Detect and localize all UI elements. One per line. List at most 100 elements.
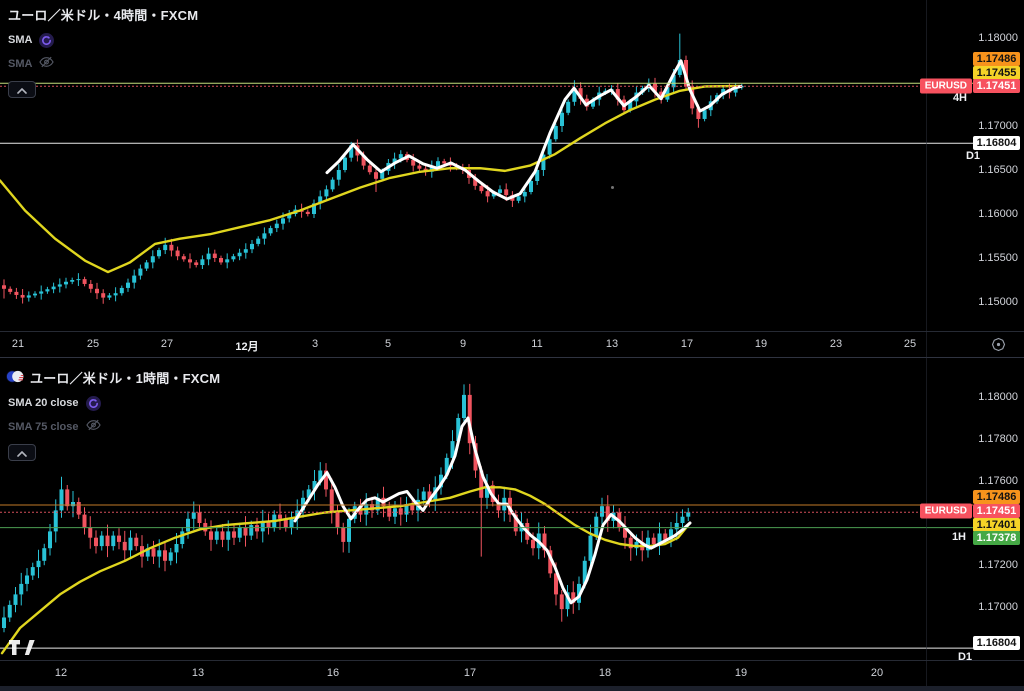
candle [122,530,127,562]
candle [237,522,242,543]
currency-pair-icon [6,369,24,387]
date-tick-label[interactable]: 13 [191,667,205,679]
indicator-row-sma-active-4h[interactable]: SMA [8,32,198,48]
candle [168,547,173,566]
candle [105,524,110,558]
date-tick-label[interactable]: 5 [384,338,392,350]
candle [88,516,93,549]
candle [370,496,374,518]
candle [324,463,328,497]
price-badge[interactable]: 1.17486 [973,52,1020,66]
candle [33,291,37,298]
candle [547,135,552,159]
collapse-pane-button-1h[interactable] [8,444,36,461]
date-tick-label[interactable]: 20 [870,667,884,679]
candle [375,493,380,515]
date-tick-label[interactable]: 17 [680,338,694,350]
candle [20,289,25,304]
candle [145,543,150,562]
candle [485,474,489,509]
candle [51,282,56,294]
date-tick-label[interactable]: 16 [326,667,340,679]
collapse-pane-button-4h[interactable] [8,81,36,98]
candle [255,517,259,539]
candle [510,191,515,207]
timeframe-label: 1H [951,531,966,543]
tradingview-logo[interactable] [9,640,35,660]
symbol-price-chip[interactable]: EURUSD [919,78,972,94]
price-badge[interactable]: 1.17455 [973,66,1020,80]
candle [134,533,139,551]
candle [669,521,673,548]
candle [513,510,518,536]
candle [71,490,75,518]
date-tick-label[interactable]: 19 [734,667,748,679]
candle [219,255,223,265]
candle [686,507,691,522]
pane-header-4h: ユーロ／米ドル・4時間・FXCM SMA SMA [8,5,198,98]
date-tick-label[interactable]: 3 [311,338,319,350]
candle [163,237,168,255]
date-tick-label[interactable]: 23 [829,338,843,350]
candle [256,236,261,247]
price-badge[interactable]: 1.17401 [973,518,1020,532]
price-badge[interactable]: 1.17451 [973,79,1020,93]
candle [479,183,484,194]
candle [70,277,75,285]
candle [439,467,443,495]
indicator-label: SMA 20 close [8,397,79,409]
candle [237,248,242,261]
candle [94,530,98,554]
date-tick-label[interactable]: 18 [598,667,612,679]
date-tick-label[interactable]: 19 [754,338,768,350]
date-tick-label[interactable]: 12 [54,667,68,679]
timeframe-label: D1 [957,651,972,663]
candle [206,247,211,266]
date-tick-label[interactable]: 27 [160,338,174,350]
candle [76,273,81,286]
price-tick-label: 1.16500 [978,164,1018,176]
candle [64,277,68,289]
price-tick-label: 1.17800 [978,433,1018,445]
date-tick-label[interactable]: 25 [86,338,100,350]
sma-20-line[interactable] [293,416,692,605]
eye-off-icon[interactable] [85,418,101,436]
candle [181,253,186,262]
date-tick-label[interactable]: 12月 [235,341,259,353]
candle [301,490,305,518]
chart-title-4h[interactable]: ユーロ／米ドル・4時間・FXCM [8,5,198,24]
indicator-row-sma20-1h[interactable]: SMA 20 close [8,395,220,411]
sma-slow-line[interactable] [0,84,742,274]
date-tick-label[interactable]: 25 [903,338,917,350]
indicator-row-sma75-1h[interactable]: SMA 75 close [8,419,220,435]
eye-off-icon[interactable] [39,55,55,73]
sma-75-line[interactable] [0,486,692,655]
axis-settings-gear-icon[interactable] [991,337,1006,357]
axis-separator-top-pane [0,331,1024,332]
symbol-price-chip[interactable]: EURUSD [919,503,972,519]
price-badge[interactable]: 1.17378 [973,531,1020,545]
price-badge[interactable]: 1.17486 [973,490,1020,504]
candle [287,210,292,223]
date-tick-label[interactable]: 11 [531,338,543,350]
chart-title-1h[interactable]: ユーロ／米ドル・1時間・FXCM [6,368,220,387]
candle [312,469,317,501]
candle [99,531,104,551]
indicator-row-sma-hidden-4h[interactable]: SMA [8,56,198,72]
candle [19,572,24,606]
candle [496,494,501,518]
date-tick-label[interactable]: 17 [463,667,477,679]
candle [48,524,52,556]
candle [398,497,403,526]
candle [427,484,432,508]
sma-fast-line[interactable] [325,59,743,201]
candle [571,581,576,614]
price-badge[interactable]: 1.16804 [973,136,1020,150]
date-tick-label[interactable]: 9 [459,338,467,350]
date-tick-label[interactable]: 13 [605,338,619,350]
date-tick-label[interactable]: 21 [11,338,25,350]
pane-divider[interactable] [0,357,1024,358]
price-badge[interactable]: 1.17451 [973,504,1020,518]
price-badge[interactable]: 1.16804 [973,636,1020,650]
